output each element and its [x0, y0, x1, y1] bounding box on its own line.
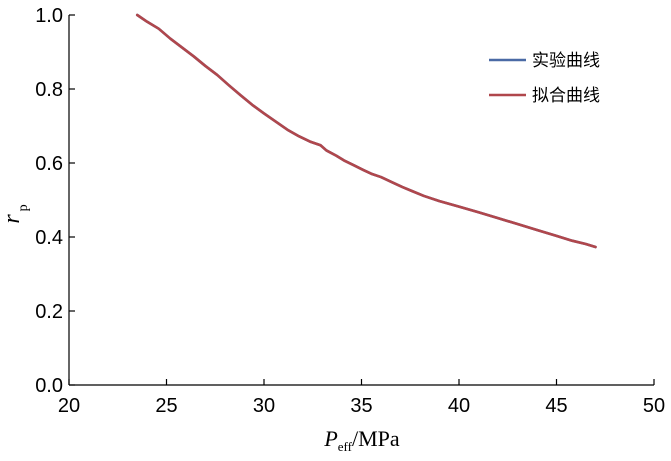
y-tick-label: 0.6	[35, 153, 63, 175]
series-line-experimental	[135, 13, 597, 249]
y-tick-label: 0.8	[35, 79, 63, 101]
legend: 实验曲线 拟合曲线	[489, 51, 600, 106]
x-tick-label: 30	[253, 395, 275, 417]
series-line-fit	[135, 13, 597, 249]
y-axis-label: rp	[0, 204, 31, 223]
legend-label-fit: 拟合曲线	[532, 86, 600, 106]
series-group	[135, 13, 597, 249]
x-ticks: 20 25 30 35 40 45 50	[58, 379, 665, 417]
x-axis-label: Peff/MPa	[323, 426, 400, 454]
x-tick-label: 35	[350, 395, 372, 417]
x-tick-label: 45	[545, 395, 567, 417]
x-axis-label-unit: /MPa	[352, 426, 400, 451]
x-axis-label-sub: eff	[338, 439, 353, 454]
y-ticks: 0.0 0.2 0.4 0.6 0.8 1.0	[35, 5, 75, 397]
x-tick-label: 40	[448, 395, 470, 417]
y-axis-label-main: r	[0, 214, 25, 224]
y-axis-label-sub: p	[16, 204, 31, 211]
x-tick-label: 20	[58, 395, 80, 417]
y-tick-label: 0.0	[35, 375, 63, 397]
x-axis-label-main: P	[323, 426, 337, 451]
y-tick-label: 1.0	[35, 5, 63, 27]
x-tick-label: 25	[155, 395, 177, 417]
y-tick-label: 0.4	[35, 227, 63, 249]
y-tick-label: 0.2	[35, 301, 63, 323]
legend-label-experimental: 实验曲线	[532, 51, 600, 71]
x-tick-label: 50	[643, 395, 665, 417]
